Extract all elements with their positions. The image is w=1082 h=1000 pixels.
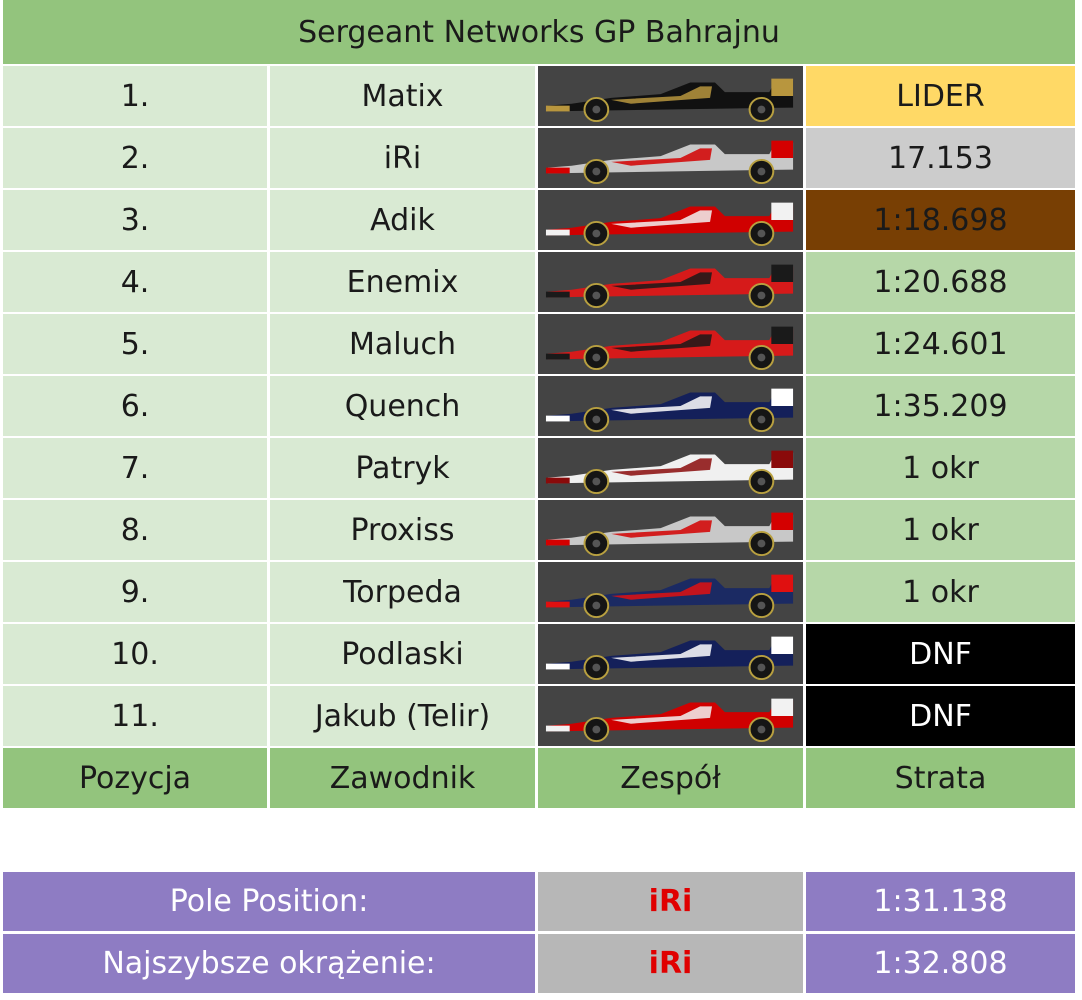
team-car-cell xyxy=(538,438,806,500)
pole-driver: iRi xyxy=(538,872,806,934)
gap-cell: 17.153 xyxy=(806,128,1075,190)
position-cell: 4. xyxy=(3,252,270,314)
result-row: 8. Proxiss 1 okr xyxy=(3,500,1075,562)
driver-cell: Adik xyxy=(270,190,538,252)
result-row: 3. Adik 1:18.698 xyxy=(3,190,1075,252)
f1-car-icon xyxy=(545,698,794,743)
header-gap: Strata xyxy=(806,748,1075,810)
result-row: 10. Podlaski DNF xyxy=(3,624,1075,686)
f1-car-icon xyxy=(545,636,794,681)
position-cell: 5. xyxy=(3,314,270,376)
fastest-lap-label: Najszybsze okrążenie: xyxy=(3,934,538,996)
fastest-lap-row: Najszybsze okrążenie: iRi 1:32.808 xyxy=(3,934,1075,996)
driver-cell: Patryk xyxy=(270,438,538,500)
header-row: Pozycja Zawodnik Zespół Strata xyxy=(3,748,1075,810)
fastest-lap-time: 1:32.808 xyxy=(806,934,1075,996)
f1-car-icon xyxy=(545,388,794,433)
f1-car-icon xyxy=(545,202,794,247)
team-car-cell xyxy=(538,624,806,686)
team-car-cell xyxy=(538,252,806,314)
position-cell: 1. xyxy=(3,66,270,128)
result-row: 5. Maluch 1:24.601 xyxy=(3,314,1075,376)
result-row: 11. Jakub (Telir) DNF xyxy=(3,686,1075,748)
gap-cell: LIDER xyxy=(806,66,1075,128)
team-car-cell xyxy=(538,190,806,252)
pole-row: Pole Position: iRi 1:31.138 xyxy=(3,872,1075,934)
header-driver: Zawodnik xyxy=(270,748,538,810)
gap-cell: 1:18.698 xyxy=(806,190,1075,252)
result-row: 7. Patryk 1 okr xyxy=(3,438,1075,500)
driver-cell: Quench xyxy=(270,376,538,438)
race-title: Sergeant Networks GP Bahrajnu xyxy=(3,0,1075,66)
gap-cell: 1 okr xyxy=(806,562,1075,624)
driver-cell: Maluch xyxy=(270,314,538,376)
gap-cell: DNF xyxy=(806,624,1075,686)
pole-time: 1:31.138 xyxy=(806,872,1075,934)
driver-cell: Jakub (Telir) xyxy=(270,686,538,748)
gap-cell: 1:20.688 xyxy=(806,252,1075,314)
driver-cell: Enemix xyxy=(270,252,538,314)
header-pos: Pozycja xyxy=(3,748,270,810)
f1-car-icon xyxy=(545,574,794,619)
position-cell: 11. xyxy=(3,686,270,748)
f1-car-icon xyxy=(545,140,794,185)
f1-car-icon xyxy=(545,326,794,371)
gap-cell: 1 okr xyxy=(806,438,1075,500)
driver-cell: Matix xyxy=(270,66,538,128)
driver-cell: Proxiss xyxy=(270,500,538,562)
f1-car-icon xyxy=(545,512,794,557)
title-row: Sergeant Networks GP Bahrajnu xyxy=(3,0,1075,66)
results-table: Sergeant Networks GP Bahrajnu 1. Matix LID… xyxy=(3,0,1075,996)
position-cell: 7. xyxy=(3,438,270,500)
f1-car-icon xyxy=(545,450,794,495)
team-car-cell xyxy=(538,376,806,438)
result-row: 4. Enemix 1:20.688 xyxy=(3,252,1075,314)
result-row: 1. Matix LIDER xyxy=(3,66,1075,128)
position-cell: 10. xyxy=(3,624,270,686)
fastest-lap-driver: iRi xyxy=(538,934,806,996)
header-team: Zespół xyxy=(538,748,806,810)
result-row: 6. Quench 1:35.209 xyxy=(3,376,1075,438)
f1-car-icon xyxy=(545,78,794,123)
position-cell: 9. xyxy=(3,562,270,624)
result-row: 9. Torpeda 1 okr xyxy=(3,562,1075,624)
team-car-cell xyxy=(538,500,806,562)
team-car-cell xyxy=(538,66,806,128)
driver-cell: Torpeda xyxy=(270,562,538,624)
team-car-cell xyxy=(538,562,806,624)
results-rows: 1. Matix LIDER 2. iRi 17.153 3. Adik 1:18.698 4. E… xyxy=(3,66,1075,748)
position-cell: 3. xyxy=(3,190,270,252)
position-cell: 6. xyxy=(3,376,270,438)
gap-cell: 1:35.209 xyxy=(806,376,1075,438)
position-cell: 2. xyxy=(3,128,270,190)
driver-cell: Podlaski xyxy=(270,624,538,686)
spacer xyxy=(3,810,1075,872)
driver-cell: iRi xyxy=(270,128,538,190)
pole-label: Pole Position: xyxy=(3,872,538,934)
gap-cell: 1 okr xyxy=(806,500,1075,562)
team-car-cell xyxy=(538,686,806,748)
team-car-cell xyxy=(538,128,806,190)
gap-cell: 1:24.601 xyxy=(806,314,1075,376)
gap-cell: DNF xyxy=(806,686,1075,748)
team-car-cell xyxy=(538,314,806,376)
result-row: 2. iRi 17.153 xyxy=(3,128,1075,190)
position-cell: 8. xyxy=(3,500,270,562)
f1-car-icon xyxy=(545,264,794,309)
